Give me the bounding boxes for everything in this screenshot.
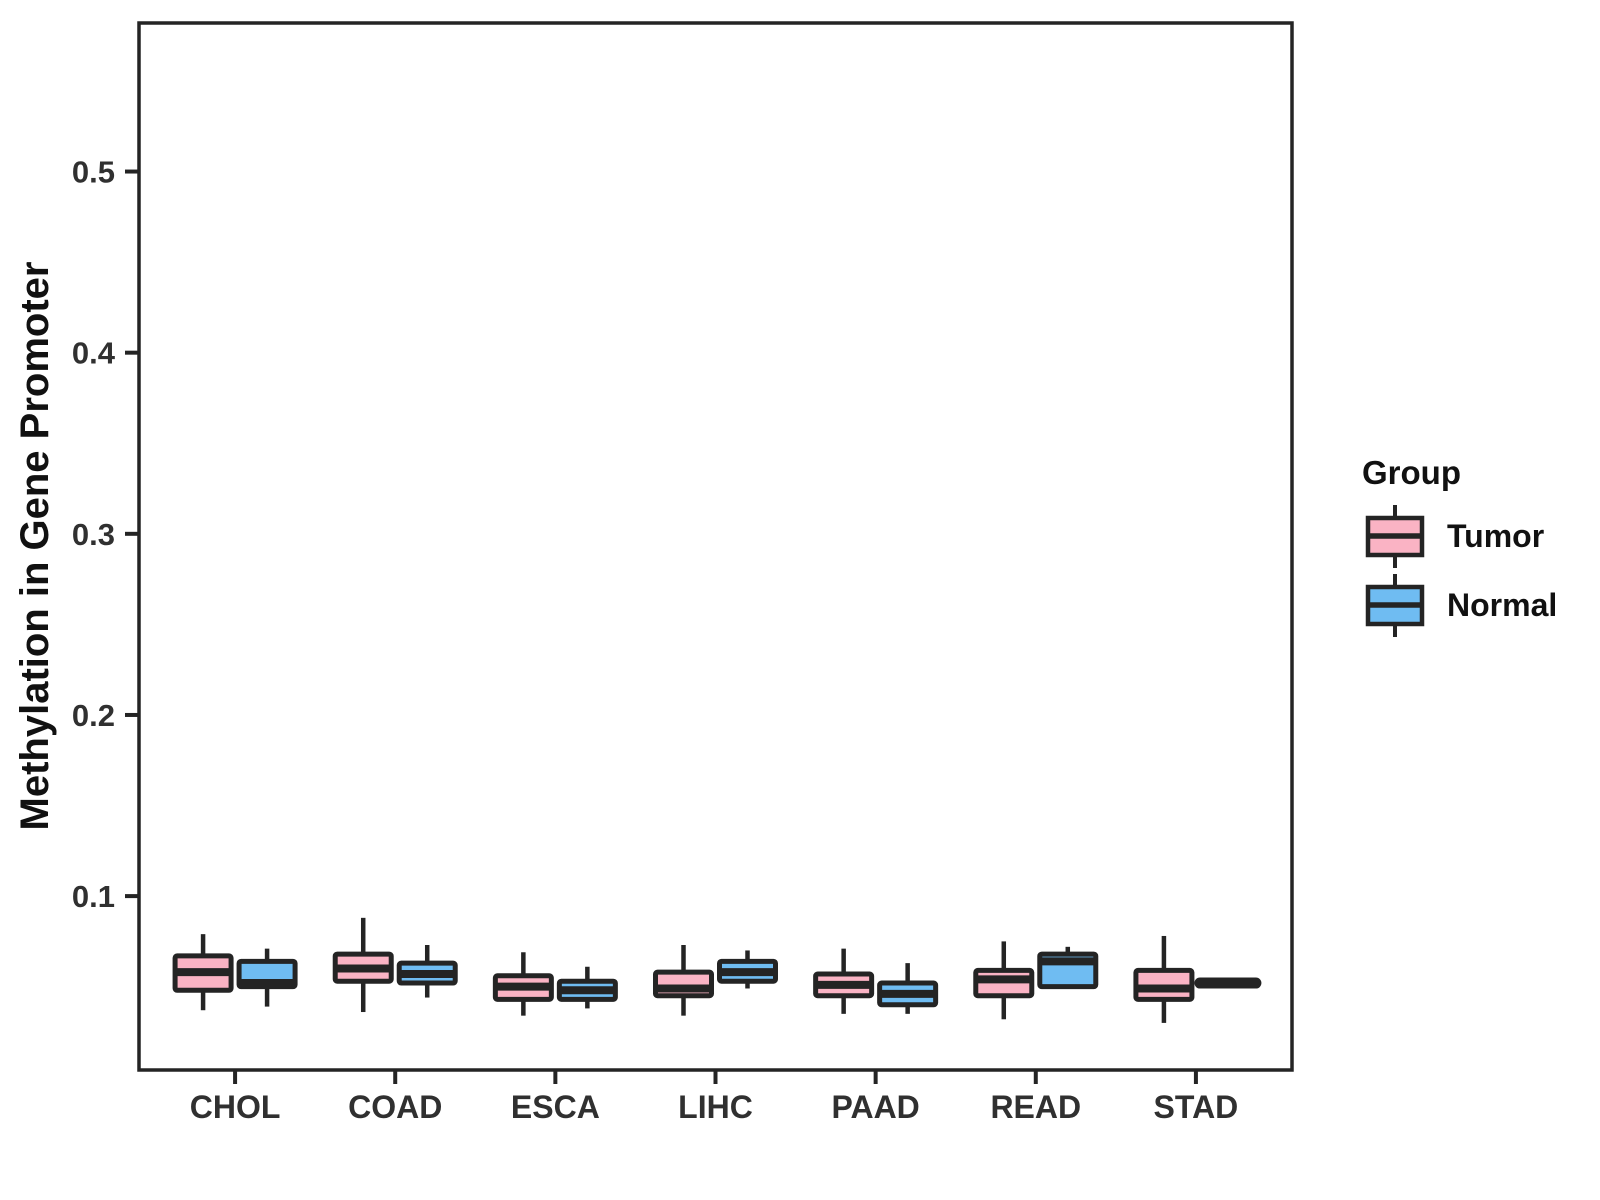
box-tumor-LIHC (653, 945, 714, 1016)
y-tick-label: 0.3 (72, 517, 115, 552)
box-tumor-PAAD (813, 948, 875, 1014)
y-tick-label: 0.4 (72, 336, 116, 371)
box-tumor-STAD (1133, 935, 1195, 1023)
y-tick-label: 0.1 (72, 879, 115, 914)
box-normal-PAAD (877, 963, 939, 1014)
y-axis-title: Methylation in Gene Promoter (13, 262, 57, 831)
box-normal-READ (1037, 946, 1099, 990)
x-tick-label: PAAD (831, 1089, 919, 1125)
legend-keys: Tumor Normal (1365, 505, 1557, 637)
box-normal-COAD (396, 945, 458, 998)
box-normal-CHOL (236, 948, 298, 1007)
x-tick-label: COAD (348, 1089, 442, 1125)
y-tick-label: 0.2 (72, 698, 115, 733)
box-tumor-READ (973, 941, 1035, 1020)
y-tick-label: 0.5 (72, 155, 115, 190)
box-tumor-ESCA (492, 952, 554, 1016)
x-tick-label: ESCA (511, 1089, 600, 1125)
x-tick-label: LIHC (678, 1089, 753, 1125)
legend-item-label: Normal (1447, 587, 1557, 623)
plot-area: 0.1 0.2 0.3 0.4 0.5 CHOL COAD ESCA LIHC PAAD READ S… (72, 21, 1294, 1125)
legend-title: Group (1362, 454, 1461, 491)
box-tumor-CHOL (172, 934, 234, 1011)
panel-border (137, 21, 1294, 1072)
legend: Group Tumor Normal (1362, 454, 1557, 637)
x-tick-label: STAD (1154, 1089, 1239, 1125)
box-normal-ESCA (556, 966, 618, 1009)
legend-key-normal: Normal (1365, 574, 1557, 637)
legend-key-tumor: Tumor (1365, 505, 1544, 568)
x-tick-label: READ (990, 1089, 1081, 1125)
box-normal-LIHC (717, 950, 778, 989)
x-tick-label: CHOL (190, 1089, 281, 1125)
legend-item-label: Tumor (1447, 518, 1544, 554)
box-tumor-COAD (332, 917, 394, 1013)
